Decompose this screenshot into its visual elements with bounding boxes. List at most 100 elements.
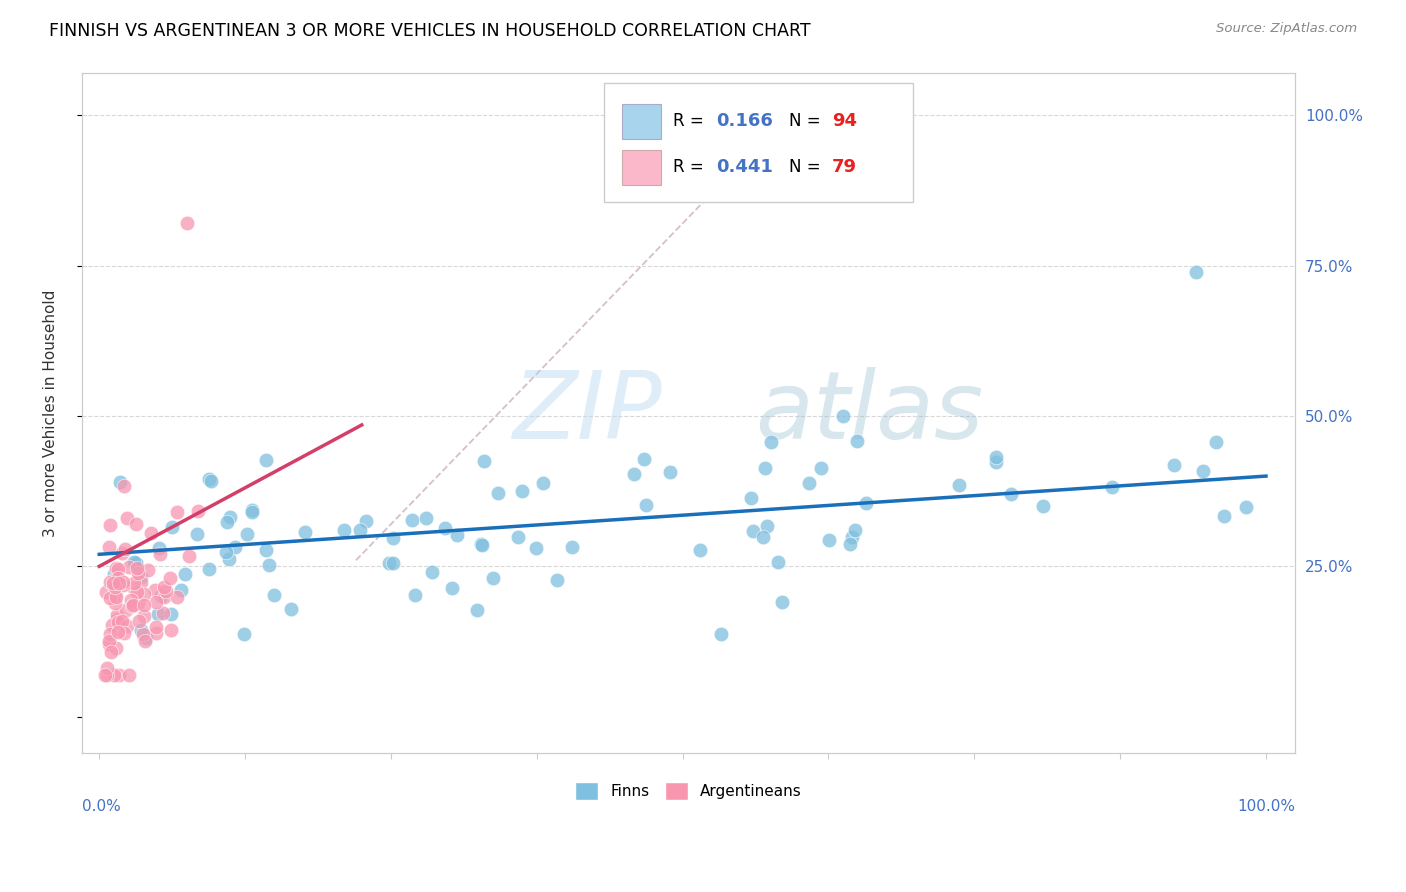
Point [107,625,129,640]
Point [153,591,176,605]
Point [280,602,302,616]
Point [104,572,127,586]
Point [254,543,277,558]
Point [134,634,156,648]
Text: 94: 94 [831,112,856,130]
Point [132,609,155,624]
Point [470,537,492,551]
Point [948,478,970,492]
Point [506,530,529,544]
Point [710,627,733,641]
Point [114,542,136,557]
Y-axis label: 3 or more Vehicles in Household: 3 or more Vehicles in Household [44,289,58,537]
Point [127,597,149,611]
Point [841,530,863,544]
Text: N =: N = [789,159,827,177]
Legend: Finns, Argentineans: Finns, Argentineans [569,775,808,806]
Point [152,606,174,620]
Point [139,525,162,540]
Point [105,612,128,626]
Point [481,571,503,585]
Point [129,575,152,590]
Text: N =: N = [789,112,827,130]
Point [242,503,264,517]
Point [160,623,183,637]
Point [405,588,427,602]
Point [659,466,682,480]
Point [122,576,145,591]
Point [145,625,167,640]
Point [97,634,120,648]
Point [179,549,201,563]
Point [112,479,135,493]
Point [145,620,167,634]
Point [115,511,138,525]
Point [135,631,157,645]
Point [125,556,148,570]
Point [623,467,645,481]
Point [148,541,170,555]
Point [754,460,776,475]
Point [101,578,124,592]
Point [155,583,177,598]
Point [797,475,820,490]
Point [132,627,155,641]
Point [100,617,122,632]
Point [104,575,127,590]
Point [112,578,135,592]
Point [818,533,841,547]
Point [129,570,152,584]
Point [96,667,118,681]
Point [855,496,877,510]
Point [465,603,488,617]
Point [111,575,134,590]
Point [531,475,554,490]
Point [107,570,129,584]
Point [143,583,166,598]
Point [844,523,866,537]
Point [240,504,263,518]
Point [198,562,221,576]
Point [145,595,167,609]
Point [845,434,868,448]
Point [810,460,832,475]
Point [259,558,281,572]
Point [153,580,176,594]
Point [1000,487,1022,501]
Point [224,540,246,554]
Point [415,510,437,524]
Point [1101,480,1123,494]
Point [104,561,127,575]
Point [333,523,356,537]
Point [132,598,155,612]
Point [215,515,238,529]
Point [215,544,238,558]
Point [636,498,658,512]
Point [148,607,170,622]
Point [984,455,1007,469]
Point [472,454,495,468]
Point [104,641,127,656]
Point [401,513,423,527]
Point [96,660,118,674]
Point [1185,264,1208,278]
Point [96,585,118,599]
Point [633,452,655,467]
Point [233,626,256,640]
Point [741,524,763,539]
Point [263,589,285,603]
Point [122,581,145,595]
Point [382,556,405,570]
Point [115,603,138,617]
Point [740,491,762,505]
Point [122,598,145,612]
Point [1205,434,1227,449]
Point [354,514,377,528]
Text: 0.0%: 0.0% [82,799,121,814]
Point [129,623,152,637]
Point [186,527,208,541]
Text: R =: R = [672,159,709,177]
Point [166,591,188,605]
Point [125,556,148,570]
Point [349,524,371,538]
